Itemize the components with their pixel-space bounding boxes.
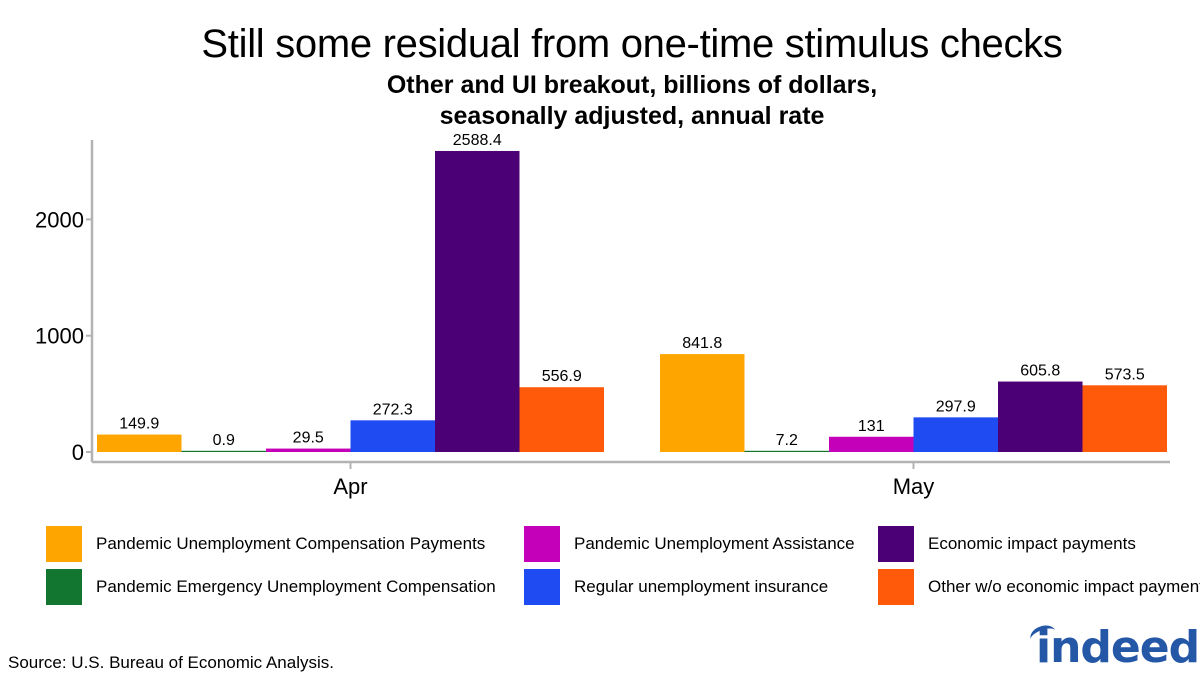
bar (97, 434, 182, 452)
bar-value-label: 0.9 (213, 432, 235, 449)
x-tick-label: Apr (333, 474, 367, 499)
bar (519, 387, 604, 452)
y-tick-label: 1000 (35, 324, 84, 349)
y-tick-label: 0 (72, 440, 84, 465)
x-tick-label: May (893, 474, 935, 499)
bar-value-label: 605.8 (1020, 363, 1060, 380)
bar (266, 448, 351, 452)
bar-value-label: 149.9 (119, 416, 159, 433)
indeed-logo: indeed (1027, 622, 1200, 676)
bar (181, 450, 266, 452)
bar-value-label: 272.3 (373, 401, 413, 418)
bar-value-label: 573.5 (1105, 366, 1145, 383)
bar-value-label: 841.8 (682, 335, 722, 352)
bar-value-label: 297.9 (936, 398, 976, 415)
logo-wordmark: indeed (1036, 622, 1200, 673)
bar (829, 436, 914, 452)
bar-value-label: 29.5 (293, 430, 324, 447)
chart-title: Still some residual from one-time stimul… (201, 22, 1063, 66)
bar (744, 450, 829, 452)
bar (435, 150, 520, 452)
chart-subtitle: Other and UI breakout, billions of dolla… (0, 70, 1200, 132)
bar (913, 417, 998, 452)
bar (660, 354, 745, 452)
bar-value-label: 131 (858, 418, 885, 435)
y-tick-label: 2000 (35, 207, 84, 232)
source-note: Source: U.S. Bureau of Economic Analysis… (8, 653, 334, 672)
subtitle-line-2: seasonally adjusted, annual rate (439, 102, 825, 130)
bar (998, 381, 1083, 452)
bar-value-label: 556.9 (542, 368, 582, 385)
bar (350, 420, 435, 452)
bar-value-label: 7.2 (776, 432, 798, 449)
subtitle-line-1: Other and UI breakout, billions of dolla… (386, 71, 878, 99)
bar (1082, 385, 1167, 452)
bar-value-label: 2588.4 (453, 132, 502, 149)
